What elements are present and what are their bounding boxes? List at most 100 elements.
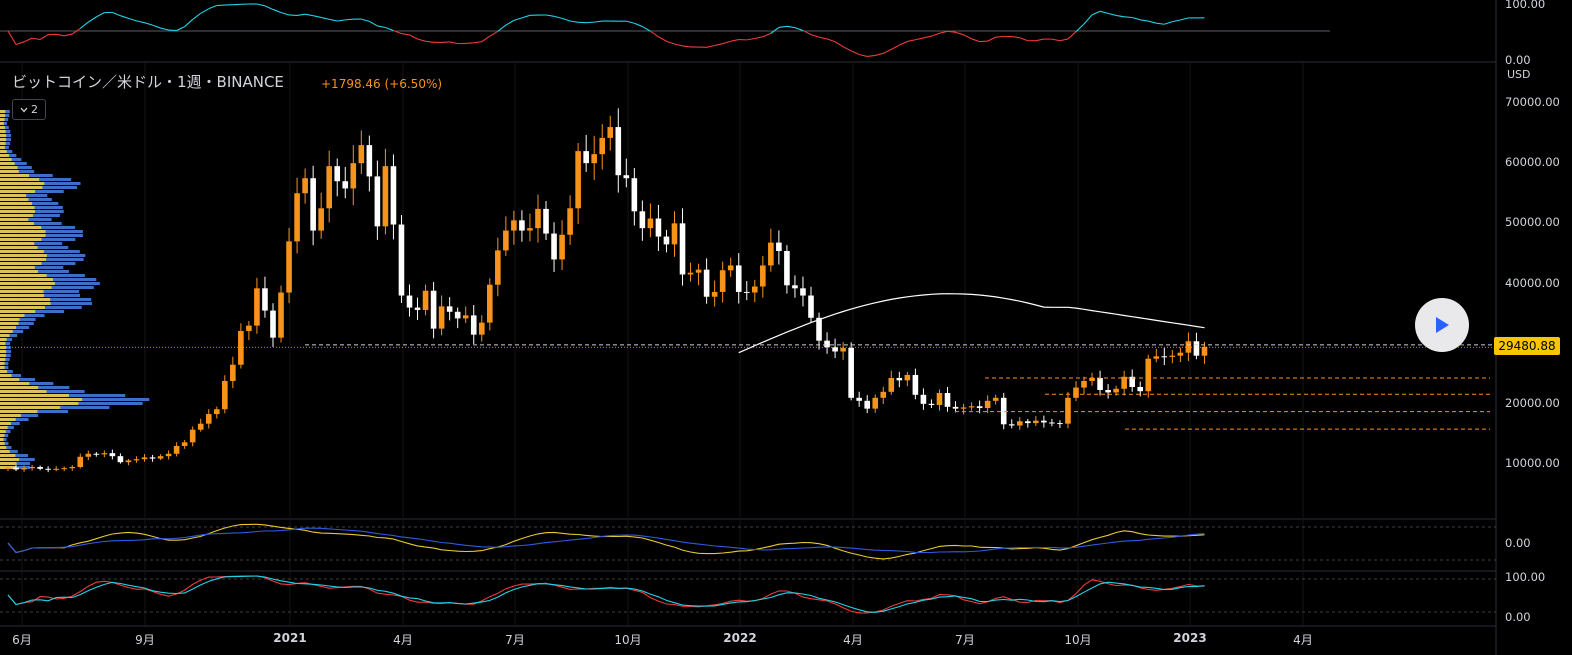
momentum-segment bbox=[160, 27, 169, 31]
candle-body bbox=[808, 295, 814, 318]
candle-body bbox=[960, 407, 967, 409]
candle-body bbox=[735, 265, 742, 292]
momentum-segment bbox=[915, 37, 924, 41]
candle-body bbox=[181, 442, 188, 446]
play-icon bbox=[1436, 317, 1449, 333]
volume-bar-yellow bbox=[0, 338, 7, 341]
candle-body bbox=[141, 457, 148, 460]
volume-bar-yellow bbox=[0, 354, 6, 357]
momentum-segment bbox=[264, 5, 274, 10]
volume-bar-yellow bbox=[0, 274, 47, 277]
currency-label: USD bbox=[1507, 68, 1531, 81]
candle-body bbox=[454, 311, 461, 319]
candle-body bbox=[880, 391, 887, 398]
volume-bar-yellow bbox=[0, 334, 10, 337]
volume-bar-yellow bbox=[0, 378, 20, 381]
candle-body bbox=[615, 127, 622, 176]
momentum-segment bbox=[1075, 23, 1085, 33]
momentum-segment bbox=[497, 24, 507, 32]
volume-bar-yellow bbox=[0, 110, 6, 113]
candle-body bbox=[165, 453, 172, 457]
momentum-segment bbox=[1035, 38, 1044, 42]
momentum-segment bbox=[971, 38, 980, 43]
volume-bar-yellow bbox=[0, 194, 27, 197]
candle-body bbox=[1193, 341, 1200, 356]
candle-body bbox=[1105, 389, 1111, 393]
volume-bar-yellow bbox=[0, 122, 4, 125]
volume-bar-yellow bbox=[0, 406, 61, 409]
volume-bar-yellow bbox=[0, 230, 46, 233]
volume-bar-yellow bbox=[0, 150, 7, 153]
candle-body bbox=[478, 322, 485, 335]
volume-bar-yellow bbox=[0, 350, 7, 353]
momentum-segment bbox=[907, 39, 916, 42]
candle-body bbox=[1041, 420, 1047, 423]
candle-body bbox=[61, 468, 68, 470]
candle-body bbox=[888, 377, 895, 392]
volume-bar-yellow bbox=[0, 286, 52, 289]
volume-bar-yellow bbox=[0, 222, 34, 225]
momentum-segment bbox=[296, 13, 306, 16]
candle-body bbox=[944, 393, 951, 407]
candle-body bbox=[326, 166, 332, 209]
candle-body bbox=[310, 178, 316, 231]
candle-body bbox=[189, 429, 196, 443]
momentum-segment bbox=[1164, 21, 1173, 25]
momentum-segment bbox=[594, 20, 603, 23]
candle-body bbox=[109, 453, 116, 457]
momentum-segment bbox=[545, 14, 555, 17]
volume-bar-yellow bbox=[0, 418, 16, 421]
volume-bar-yellow bbox=[0, 154, 9, 157]
candle-body bbox=[1113, 388, 1119, 393]
candle-body bbox=[984, 400, 991, 409]
candle-body bbox=[238, 331, 244, 365]
momentum-segment bbox=[714, 43, 723, 47]
candle-body bbox=[1008, 424, 1015, 426]
momentum-segment bbox=[947, 30, 956, 33]
collapse-indicators-button[interactable]: 2 bbox=[12, 99, 46, 120]
momentum-segment bbox=[256, 3, 266, 7]
momentum-segment bbox=[521, 14, 531, 19]
momentum-segment bbox=[56, 33, 65, 37]
momentum-segment bbox=[1107, 12, 1117, 16]
candle-body bbox=[679, 223, 686, 275]
candle-body bbox=[800, 288, 806, 296]
candle-body bbox=[816, 317, 822, 341]
chevron-down-icon bbox=[20, 107, 28, 112]
candle-body bbox=[543, 208, 549, 234]
candle-body bbox=[213, 409, 220, 415]
volume-bar-yellow bbox=[0, 214, 33, 217]
momentum-segment bbox=[513, 17, 523, 21]
candle-body bbox=[462, 315, 469, 319]
momentum-segment bbox=[923, 35, 932, 39]
candle-body bbox=[1016, 421, 1023, 426]
candle-body bbox=[422, 290, 429, 310]
volume-bar-yellow bbox=[0, 270, 38, 273]
volume-bar-yellow bbox=[0, 306, 45, 309]
volume-bar-yellow bbox=[0, 322, 19, 325]
momentum-segment bbox=[875, 52, 884, 56]
volume-bar-yellow bbox=[0, 282, 55, 285]
candle-body bbox=[856, 397, 862, 401]
candle-body bbox=[29, 467, 35, 469]
price-tick-label: 20000.00 bbox=[1505, 395, 1560, 410]
momentum-segment bbox=[15, 41, 25, 46]
volume-bar-yellow bbox=[0, 382, 30, 385]
chart-overlays bbox=[0, 293, 1496, 430]
momentum-segment bbox=[96, 12, 105, 18]
candle-body bbox=[318, 208, 324, 231]
volume-bar-yellow bbox=[0, 442, 5, 445]
candle-body bbox=[511, 220, 517, 231]
volume-bar-yellow bbox=[0, 426, 8, 429]
candle-body bbox=[936, 393, 943, 406]
momentum-segment bbox=[642, 26, 651, 32]
candle-body bbox=[270, 310, 276, 338]
price-tick-label: 40000.00 bbox=[1505, 275, 1560, 290]
momentum-segment bbox=[746, 37, 755, 41]
volume-bar-yellow bbox=[0, 186, 43, 189]
oscillator-panel-1 bbox=[0, 523, 1496, 561]
replay-play-button[interactable] bbox=[1415, 298, 1469, 352]
candle-body bbox=[1121, 376, 1127, 389]
oscillator-tick-label: 0.00 bbox=[1505, 536, 1531, 550]
